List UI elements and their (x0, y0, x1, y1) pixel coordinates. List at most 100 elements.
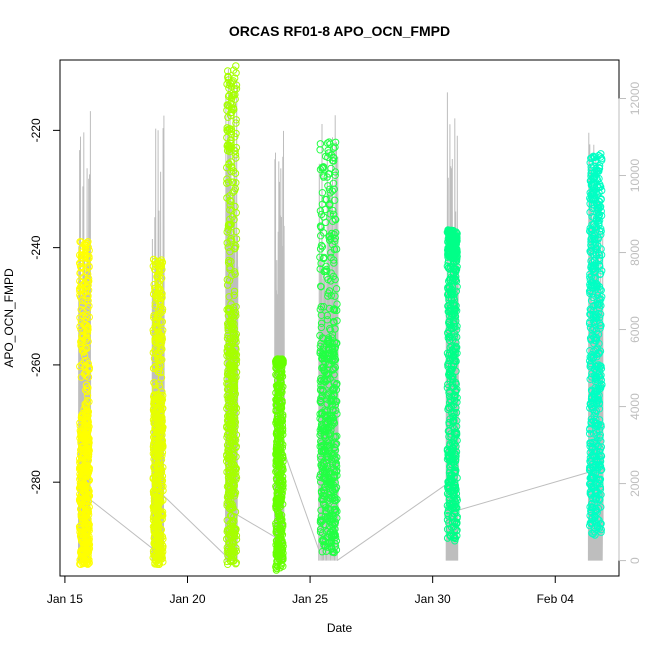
data-point (322, 392, 331, 400)
data-point (232, 442, 241, 451)
data-point (223, 526, 232, 534)
data-point (223, 482, 232, 491)
data-point (450, 356, 459, 365)
y2-axis: 0 2000 4000 6000 8000 10000 12000 (618, 81, 642, 564)
data-point (588, 258, 597, 267)
data-point (593, 388, 601, 396)
data-point (323, 139, 332, 147)
data-point (587, 278, 596, 287)
data-point (83, 334, 91, 342)
data-point (327, 235, 335, 243)
data-point (226, 546, 235, 554)
data-point (591, 301, 599, 309)
data-point (225, 448, 234, 456)
data-point (225, 467, 233, 475)
data-point (325, 233, 333, 241)
y-tick-label: -240 (29, 235, 43, 259)
data-point (445, 525, 454, 533)
data-point (83, 558, 91, 566)
data-point (595, 219, 603, 227)
data-point (231, 184, 240, 193)
altitude-trace-RF04 (274, 130, 285, 561)
data-point (316, 525, 325, 534)
data-point (598, 267, 606, 275)
data-point (152, 316, 161, 324)
y-tick-label: -220 (29, 118, 43, 142)
data-point (447, 290, 455, 298)
data-point (593, 509, 601, 517)
data-point (325, 346, 333, 354)
data-point (150, 490, 158, 498)
data-point (232, 119, 240, 127)
altitude-connector (336, 483, 448, 562)
data-point (449, 483, 457, 491)
data-point (226, 556, 235, 565)
data-point (228, 237, 236, 245)
data-point (150, 379, 158, 387)
data-point (152, 257, 160, 265)
data-point (83, 510, 91, 518)
data-point (152, 338, 160, 346)
data-point (327, 402, 335, 411)
data-point (319, 536, 328, 544)
data-point (156, 303, 165, 312)
data-point (331, 138, 340, 147)
data-point (157, 474, 166, 483)
data-point (318, 495, 326, 504)
data-point (317, 339, 325, 348)
data-point (595, 151, 603, 160)
data-point (232, 547, 241, 555)
data-point (586, 286, 595, 295)
data-point (226, 215, 234, 224)
data-point (589, 184, 598, 192)
altitude-connector (162, 494, 228, 558)
data-point (223, 80, 231, 88)
data-point (85, 313, 94, 321)
data-point (228, 108, 236, 117)
data-point (224, 331, 232, 340)
data-point (317, 399, 325, 407)
data-point (232, 209, 241, 217)
data-point (77, 373, 86, 381)
data-point (326, 325, 334, 333)
data-point (328, 330, 337, 339)
data-point (225, 451, 234, 460)
data-point (153, 400, 161, 408)
data-point (85, 398, 93, 406)
data-point (279, 555, 287, 564)
data-point (450, 317, 458, 325)
data-point (322, 431, 330, 439)
data-point (153, 520, 161, 529)
data-point (322, 507, 330, 515)
data-point (317, 222, 325, 231)
data-point (594, 330, 603, 339)
data-point (447, 270, 455, 278)
data-point (330, 384, 339, 392)
data-point (275, 509, 283, 518)
data-point (223, 535, 231, 543)
data-point (276, 416, 284, 424)
data-point (158, 329, 166, 337)
data-point (329, 344, 337, 353)
data-point (156, 448, 164, 456)
data-point (84, 543, 92, 552)
data-point (592, 373, 601, 381)
data-point (78, 347, 87, 355)
points-layer (75, 62, 606, 574)
data-point (150, 354, 159, 363)
data-point (81, 297, 90, 305)
data-point (450, 333, 458, 341)
data-point (156, 286, 164, 294)
data-point (593, 291, 602, 300)
data-point (324, 275, 332, 284)
data-point (159, 486, 167, 495)
data-point (224, 446, 232, 455)
data-point (151, 347, 159, 355)
series-RF04 (272, 355, 287, 574)
data-point (157, 336, 165, 344)
data-point (586, 442, 594, 450)
data-point (586, 310, 594, 318)
x-axis-label: Date (327, 621, 353, 635)
data-point (317, 311, 326, 319)
data-point (449, 444, 457, 452)
